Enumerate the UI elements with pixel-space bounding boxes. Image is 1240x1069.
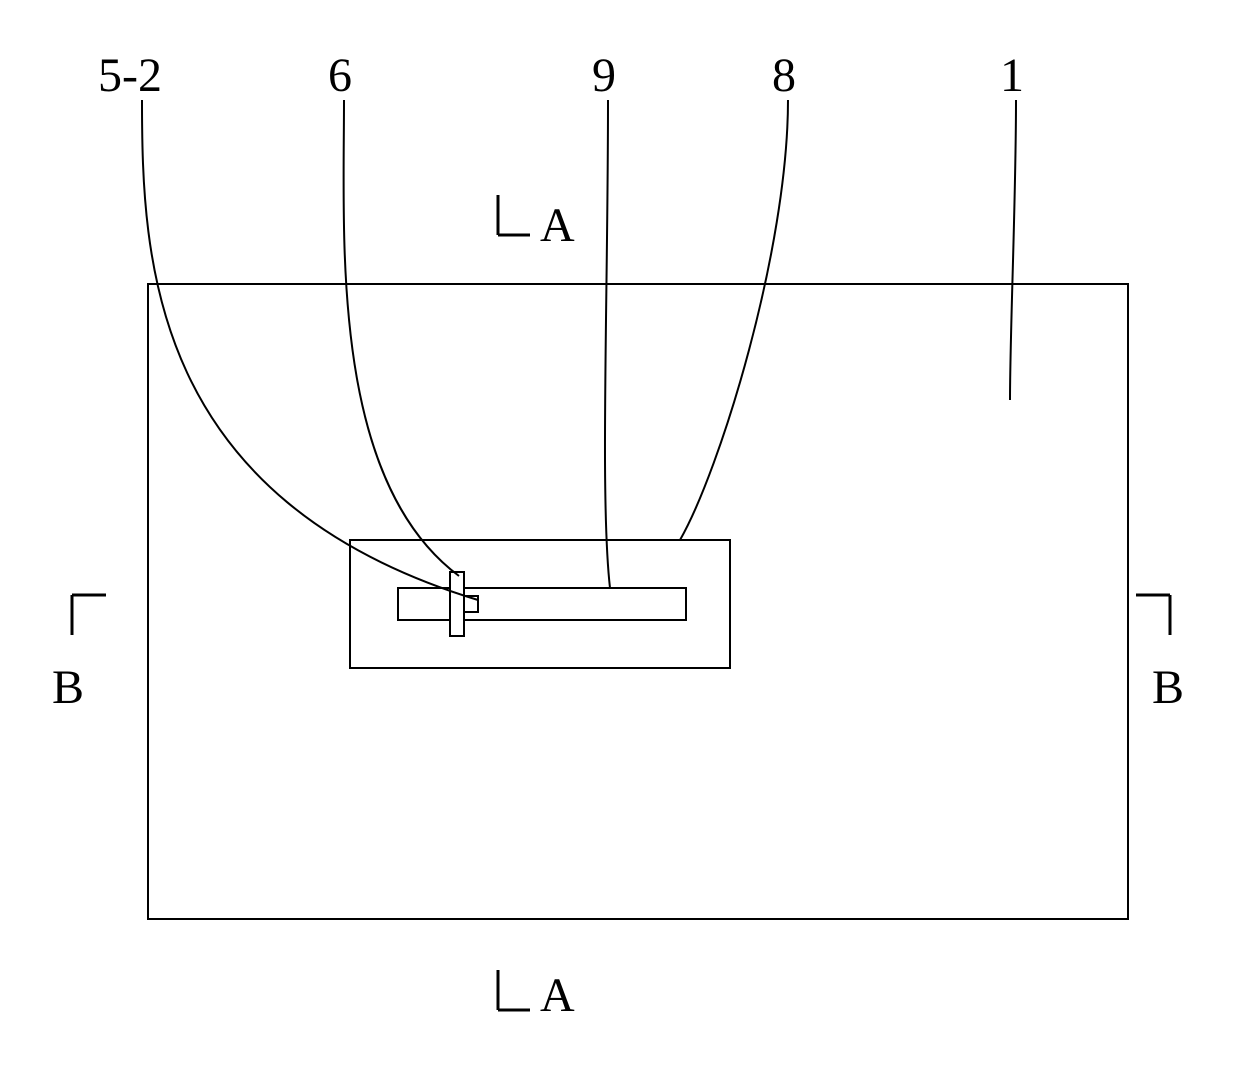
leader-6 (344, 100, 459, 576)
section-label-b-right: B (1152, 660, 1184, 715)
section-label-a-bottom: A (540, 968, 575, 1023)
leader-1 (1010, 100, 1016, 400)
label-5-2: 5-2 (98, 48, 162, 103)
slot-rect (398, 588, 686, 620)
outer-rect (148, 284, 1128, 919)
diagram-canvas (0, 0, 1240, 1069)
label-1: 1 (1000, 48, 1024, 103)
label-8: 8 (772, 48, 796, 103)
section-label-b-left: B (52, 660, 84, 715)
leader-9 (605, 100, 610, 588)
label-9: 9 (592, 48, 616, 103)
slider-bar (450, 572, 464, 636)
leader-8 (680, 100, 788, 540)
section-label-a-top: A (540, 198, 575, 253)
inner-panel (350, 540, 730, 668)
leader-5-2 (142, 100, 478, 600)
label-6: 6 (328, 48, 352, 103)
